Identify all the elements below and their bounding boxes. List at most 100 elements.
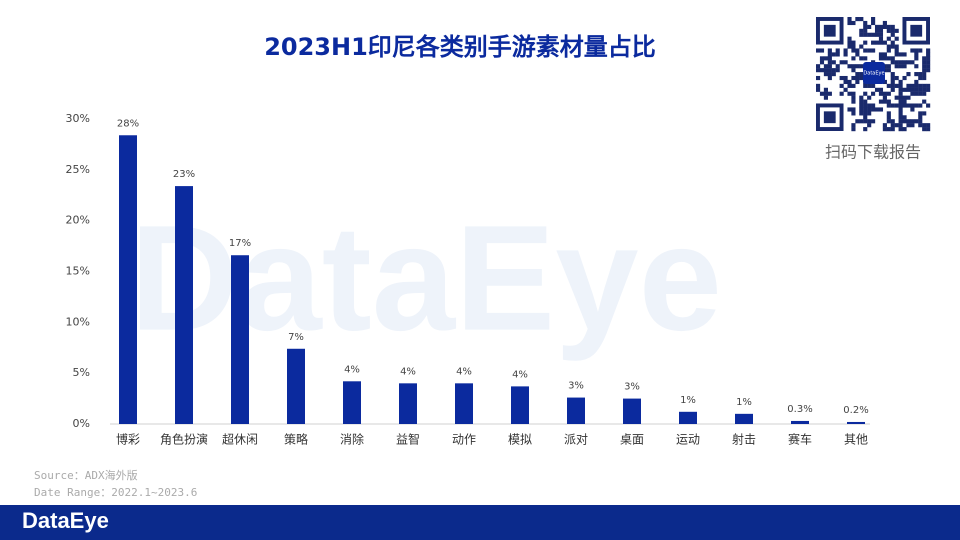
qr-module — [847, 107, 852, 112]
qr-module — [847, 36, 852, 41]
qr-module — [902, 119, 907, 124]
qr-module — [871, 20, 876, 26]
qr-module — [859, 32, 864, 37]
qr-module — [922, 111, 927, 116]
qr-module — [926, 87, 931, 92]
value-label: 17% — [229, 238, 251, 249]
qr-module — [890, 32, 895, 37]
qr-module — [878, 107, 884, 112]
qr-module — [898, 60, 903, 65]
qr-module — [863, 83, 868, 88]
qr-module — [859, 28, 864, 33]
qr-finder — [902, 17, 931, 45]
qr-module — [926, 56, 931, 61]
y-tick-label: 0% — [73, 417, 90, 430]
bar — [511, 386, 529, 424]
qr-module — [886, 127, 891, 132]
qr-module — [863, 32, 868, 37]
qr-module — [910, 83, 915, 88]
qr-module — [847, 44, 852, 49]
qr-module — [855, 119, 860, 124]
qr-module — [898, 95, 903, 100]
qr-module — [922, 68, 927, 73]
qr-module — [855, 17, 860, 22]
qr-module — [894, 83, 899, 88]
qr-module — [831, 52, 836, 57]
y-tick-label: 5% — [73, 366, 90, 379]
qr-module — [902, 103, 907, 108]
qr-module — [863, 48, 868, 53]
value-label: 7% — [288, 332, 304, 343]
qr-module — [859, 103, 864, 108]
qr-module — [914, 91, 919, 96]
qr-module — [839, 91, 844, 96]
x-tick-label: 消除 — [340, 432, 364, 447]
qr-module — [839, 83, 844, 88]
qr-module — [851, 127, 856, 132]
qr-module — [910, 48, 915, 53]
value-label: 1% — [736, 397, 752, 408]
x-tick-label: 桌面 — [620, 433, 644, 447]
qr-module — [886, 103, 891, 108]
qr-module — [890, 127, 895, 132]
qr-module — [882, 95, 887, 100]
qr-module — [914, 56, 919, 61]
qr-module — [910, 123, 915, 128]
bar — [623, 398, 641, 424]
qr-module — [851, 68, 856, 73]
qr-module — [886, 115, 891, 120]
qr-module — [863, 56, 868, 61]
bar — [791, 420, 809, 424]
qr-module — [863, 40, 868, 45]
value-label: 4% — [512, 369, 528, 380]
qr-module — [890, 123, 895, 128]
qr-module — [918, 87, 923, 92]
qr-module — [898, 111, 903, 116]
value-label: 3% — [624, 382, 640, 393]
qr-module — [906, 95, 911, 100]
source: Source：ADX海外版 — [34, 468, 138, 482]
qr-module — [863, 115, 868, 120]
qr-module — [843, 79, 848, 85]
qr-module — [902, 95, 907, 100]
qr-module — [827, 72, 832, 77]
qr-module — [851, 64, 856, 69]
qr-module — [882, 20, 887, 26]
qr-module — [882, 79, 887, 85]
qr-module — [819, 91, 825, 96]
qr-finder — [816, 103, 844, 131]
qr-module — [918, 72, 923, 77]
y-tick-label: 10% — [66, 315, 90, 328]
qr-module — [886, 36, 891, 41]
qr-module — [882, 91, 887, 96]
qr-module — [867, 123, 872, 128]
qr-module — [851, 44, 856, 49]
qr-module — [922, 75, 927, 81]
qr-module — [847, 64, 852, 69]
qr-module — [902, 75, 907, 81]
qr-module — [863, 127, 868, 132]
qr-module — [926, 83, 931, 88]
qr-finder — [816, 17, 844, 45]
qr-module — [823, 68, 828, 73]
qr-module — [886, 48, 891, 53]
qr-module — [926, 123, 931, 128]
qr-module — [890, 60, 895, 65]
qr-module — [890, 56, 895, 61]
qr-module — [914, 79, 919, 85]
x-tick-label: 动作 — [452, 433, 476, 447]
qr-module — [878, 56, 884, 61]
qr-module — [871, 103, 876, 108]
watermark: DataEye — [130, 194, 722, 362]
qr-module — [894, 36, 899, 41]
qr-module — [898, 87, 903, 92]
qr-module — [898, 115, 903, 120]
qr-module — [855, 79, 860, 85]
qr-module — [871, 91, 876, 96]
qr-module — [859, 64, 864, 69]
qr-module — [878, 52, 884, 57]
qr-module — [914, 72, 919, 77]
qr-module — [898, 91, 903, 96]
bar — [175, 186, 193, 424]
qr-module — [843, 60, 848, 65]
